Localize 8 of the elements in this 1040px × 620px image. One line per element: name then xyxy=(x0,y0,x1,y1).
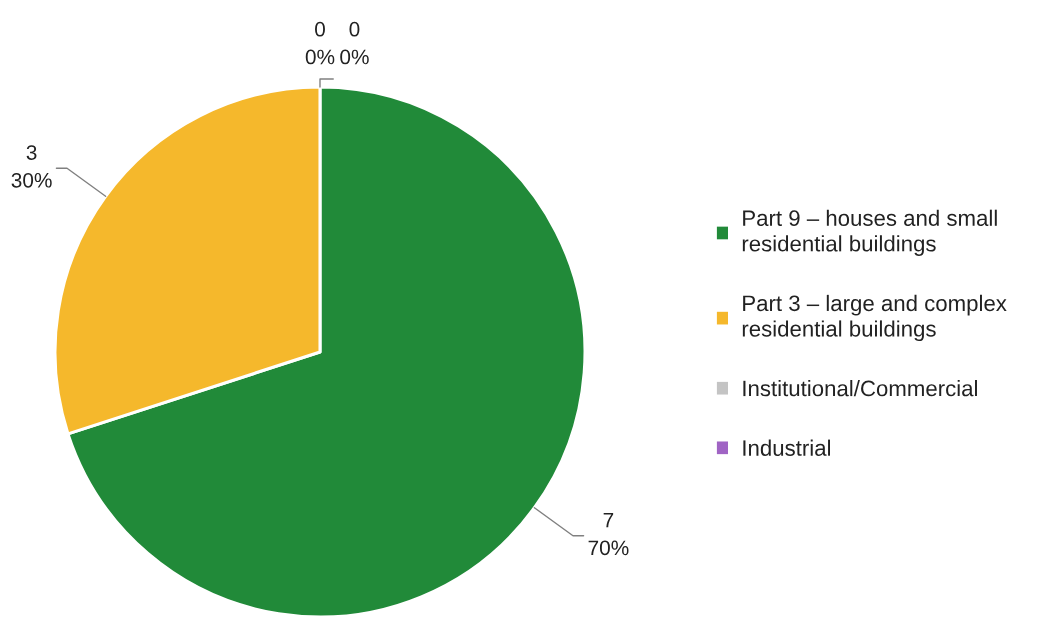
legend-label: Part 9 – houses and small residential buildings xyxy=(742,209,997,256)
legend-label: Institutional/Commercial xyxy=(743,379,977,397)
legend-label: Industrial xyxy=(743,439,831,456)
data-label: 7 70% xyxy=(588,512,629,556)
text: 0 0% xyxy=(340,21,369,65)
text: 0 0% xyxy=(305,21,335,65)
data-label: 3 30% xyxy=(11,145,52,188)
legend-label: Part 3 – large and complex residential buildings xyxy=(742,294,1007,342)
